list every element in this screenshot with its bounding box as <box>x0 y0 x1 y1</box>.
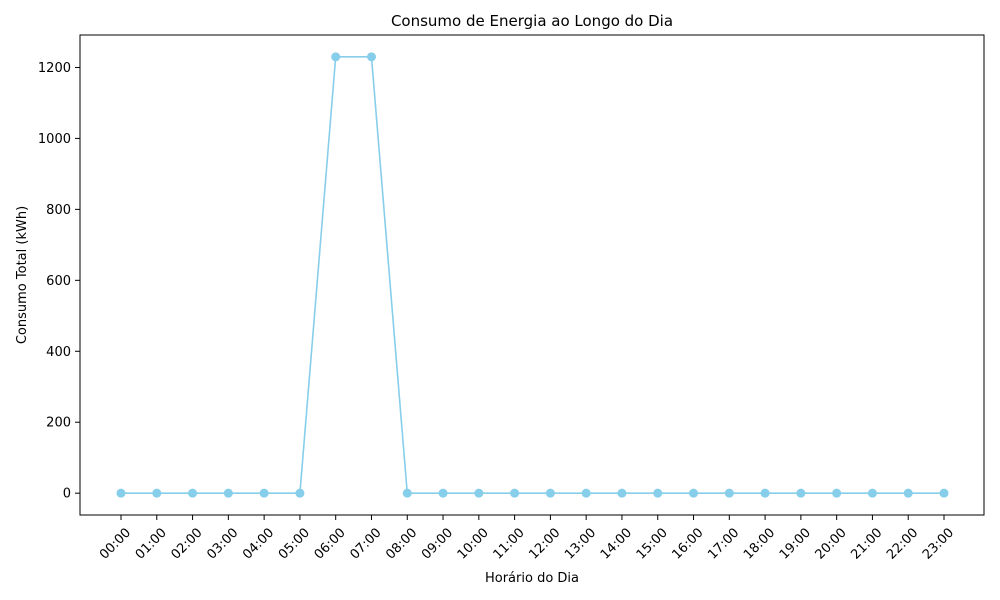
x-tick-label: 06:00 <box>312 525 349 562</box>
y-tick-label: 600 <box>46 274 71 289</box>
x-tick-label: 14:00 <box>598 525 635 562</box>
data-point <box>545 488 555 498</box>
y-tick-label: 0 <box>63 487 71 502</box>
x-tick-label: 17:00 <box>705 525 742 562</box>
x-tick-label: 09:00 <box>419 525 456 562</box>
y-axis-label: Consumo Total (kWh) <box>15 206 30 344</box>
data-point <box>438 488 448 498</box>
data-point <box>581 488 591 498</box>
x-tick-label: 10:00 <box>455 525 492 562</box>
data-point <box>152 488 162 498</box>
x-tick-label: 12:00 <box>526 525 563 562</box>
data-point <box>689 488 699 498</box>
y-tick-label: 1200 <box>38 61 71 76</box>
data-point <box>116 488 126 498</box>
x-tick-label: 16:00 <box>669 525 706 562</box>
x-tick-label: 13:00 <box>562 525 599 562</box>
data-point <box>903 488 913 498</box>
x-tick-label: 22:00 <box>884 525 921 562</box>
x-axis-label: Horário do Dia <box>485 571 579 586</box>
x-tick-label: 03:00 <box>204 525 241 562</box>
x-tick-label: 08:00 <box>383 525 420 562</box>
x-tick-label: 19:00 <box>777 525 814 562</box>
data-point <box>223 488 233 498</box>
x-tick-label: 15:00 <box>634 525 671 562</box>
data-point <box>188 488 198 498</box>
y-tick-label: 200 <box>46 416 71 431</box>
data-point <box>796 488 806 498</box>
data-point <box>402 488 412 498</box>
data-point <box>331 52 341 62</box>
chart-title: Consumo de Energia ao Longo do Dia <box>391 12 673 30</box>
data-point <box>832 488 842 498</box>
data-point <box>653 488 663 498</box>
data-point <box>617 488 627 498</box>
data-point <box>724 488 734 498</box>
y-axis: 0 200 400 600 800 1000 1200 <box>38 61 80 502</box>
data-point <box>510 488 520 498</box>
data-point <box>474 488 484 498</box>
series-line <box>121 56 944 494</box>
data-point <box>295 488 305 498</box>
x-axis: 00:0001:0002:0003:0004:0005:0006:0007:00… <box>97 515 957 563</box>
data-point <box>366 52 376 62</box>
x-tick-label: 21:00 <box>848 525 885 562</box>
x-tick-label: 20:00 <box>813 525 850 562</box>
data-point <box>760 488 770 498</box>
series-layer <box>116 52 949 498</box>
x-tick-label: 02:00 <box>169 525 206 562</box>
data-point <box>867 488 877 498</box>
data-point <box>939 488 949 498</box>
x-tick-label: 05:00 <box>276 525 313 562</box>
x-tick-label: 18:00 <box>741 525 778 562</box>
x-tick-label: 01:00 <box>133 525 170 562</box>
x-tick-label: 07:00 <box>347 525 384 562</box>
x-tick-label: 04:00 <box>240 525 277 562</box>
y-tick-label: 800 <box>46 203 71 218</box>
y-tick-label: 1000 <box>38 132 71 147</box>
x-tick-label: 00:00 <box>97 525 134 562</box>
x-tick-label: 23:00 <box>920 525 957 562</box>
y-tick-label: 400 <box>46 345 71 360</box>
data-point <box>259 488 269 498</box>
x-tick-label: 11:00 <box>491 525 528 562</box>
plot-area-frame <box>79 34 985 516</box>
